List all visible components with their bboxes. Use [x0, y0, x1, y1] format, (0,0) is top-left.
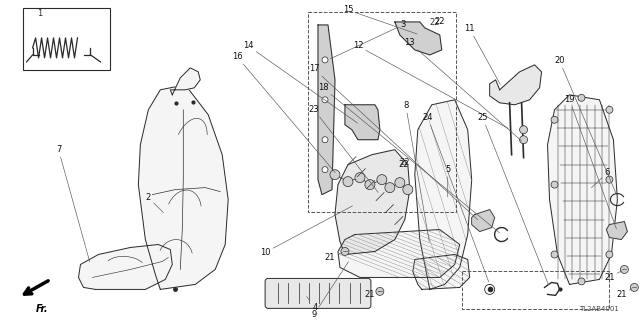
Circle shape [385, 183, 395, 193]
Polygon shape [415, 100, 472, 289]
Circle shape [341, 247, 349, 255]
Polygon shape [170, 68, 200, 95]
Text: 9: 9 [312, 262, 348, 319]
Circle shape [630, 284, 638, 292]
Text: 22: 22 [435, 18, 445, 27]
Text: 21: 21 [616, 289, 632, 299]
Text: 5: 5 [445, 165, 451, 197]
Text: 20: 20 [554, 56, 616, 194]
Polygon shape [472, 210, 495, 232]
Text: Fr.: Fr. [36, 304, 49, 314]
Text: 22: 22 [430, 18, 440, 27]
Text: 19: 19 [564, 95, 616, 229]
Polygon shape [335, 150, 410, 254]
Text: 21: 21 [365, 290, 380, 299]
Polygon shape [607, 221, 627, 239]
Circle shape [322, 137, 328, 143]
FancyBboxPatch shape [265, 278, 371, 308]
Text: TL2AB4001: TL2AB4001 [579, 306, 620, 312]
Bar [22, 8, 111, 70]
Circle shape [395, 178, 405, 188]
Polygon shape [413, 254, 470, 289]
Polygon shape [79, 244, 172, 289]
Circle shape [551, 116, 558, 123]
Text: 16: 16 [232, 52, 335, 172]
Circle shape [322, 97, 328, 103]
Polygon shape [548, 95, 618, 284]
Text: 10: 10 [260, 206, 353, 257]
Circle shape [330, 170, 340, 180]
Circle shape [606, 176, 613, 183]
Circle shape [376, 287, 384, 295]
Text: 1: 1 [38, 9, 43, 18]
Circle shape [355, 173, 365, 183]
Text: 24: 24 [422, 113, 489, 282]
Circle shape [578, 94, 585, 101]
Text: 12: 12 [353, 41, 508, 128]
Polygon shape [415, 100, 472, 289]
Text: 15: 15 [342, 5, 417, 34]
Circle shape [365, 180, 375, 190]
Circle shape [520, 126, 527, 134]
Circle shape [578, 278, 585, 285]
Text: 21: 21 [324, 252, 342, 262]
Circle shape [520, 136, 527, 144]
Polygon shape [345, 105, 380, 140]
Polygon shape [138, 85, 228, 289]
Circle shape [343, 177, 353, 187]
Text: 13: 13 [404, 38, 522, 141]
Polygon shape [490, 65, 541, 105]
Text: 6: 6 [591, 168, 610, 188]
Circle shape [551, 251, 558, 258]
Circle shape [606, 106, 613, 113]
Text: 23: 23 [308, 105, 378, 192]
Circle shape [606, 251, 613, 258]
Text: 25: 25 [477, 113, 548, 285]
Text: 21: 21 [604, 271, 622, 282]
Circle shape [322, 57, 328, 63]
Text: 3: 3 [330, 20, 406, 59]
Bar [461, 271, 609, 309]
Text: 17: 17 [308, 64, 477, 220]
Circle shape [403, 185, 413, 195]
Polygon shape [395, 22, 442, 55]
Text: 11: 11 [465, 24, 500, 84]
Text: 4: 4 [307, 297, 317, 312]
Bar [308, 12, 456, 212]
Text: 18: 18 [317, 83, 499, 233]
Text: 7: 7 [56, 145, 90, 262]
Circle shape [620, 266, 628, 274]
Circle shape [551, 181, 558, 188]
Text: 22: 22 [399, 160, 409, 169]
Text: 14: 14 [243, 41, 358, 123]
Circle shape [377, 175, 387, 185]
Text: 22: 22 [400, 158, 410, 167]
Polygon shape [318, 25, 335, 195]
Polygon shape [338, 229, 460, 277]
Text: 2: 2 [146, 193, 163, 212]
Circle shape [322, 167, 328, 173]
Text: 8: 8 [403, 101, 429, 242]
